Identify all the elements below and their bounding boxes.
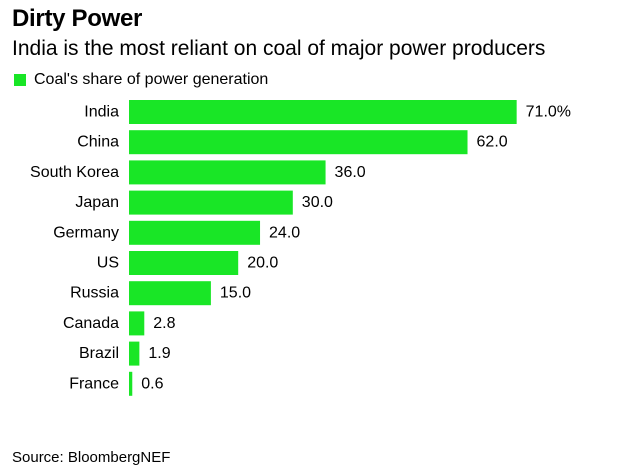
data-label: 20.0 (247, 255, 278, 272)
category-label: US (97, 255, 119, 272)
bar-brazil (129, 341, 140, 366)
category-label: China (77, 134, 119, 151)
data-label: 1.9 (148, 345, 170, 362)
data-label: 62.0 (477, 134, 508, 151)
bar-india (129, 100, 517, 124)
category-label: Canada (63, 315, 119, 332)
category-label: India (84, 104, 119, 121)
chart-title: Dirty Power (12, 5, 143, 32)
bar-japan (129, 190, 293, 215)
data-label: 2.8 (153, 315, 175, 332)
chart-subtitle: India is the most reliant on coal of maj… (12, 37, 546, 60)
bar-us (129, 251, 239, 275)
bar-russia (129, 281, 211, 306)
legend-swatch (14, 74, 26, 86)
legend: Coal's share of power generation (14, 69, 268, 91)
bar-south-korea (129, 160, 326, 185)
category-label: France (69, 375, 119, 392)
data-label: 24.0 (269, 224, 300, 241)
category-label: Germany (53, 224, 119, 241)
bar-canada (129, 311, 145, 336)
bar-chart: India 71.0% China 62.0 South Korea 36.0 Japan 3… (30, 100, 571, 396)
category-label: South Korea (30, 164, 119, 181)
bar-china (129, 130, 468, 155)
category-label: Japan (75, 194, 119, 211)
data-label: 36.0 (335, 164, 366, 181)
category-label: Russia (70, 285, 119, 302)
source-note: Source: BloombergNEF (12, 449, 171, 466)
bar-germany (129, 220, 261, 245)
data-label: 30.0 (302, 194, 333, 211)
data-label: 71.0% (526, 104, 571, 121)
data-label: 15.0 (220, 285, 251, 302)
data-label: 0.6 (141, 375, 163, 392)
legend-label: Coal's share of power generation (34, 71, 269, 88)
category-label: Brazil (79, 345, 119, 362)
bar-france (129, 371, 133, 396)
